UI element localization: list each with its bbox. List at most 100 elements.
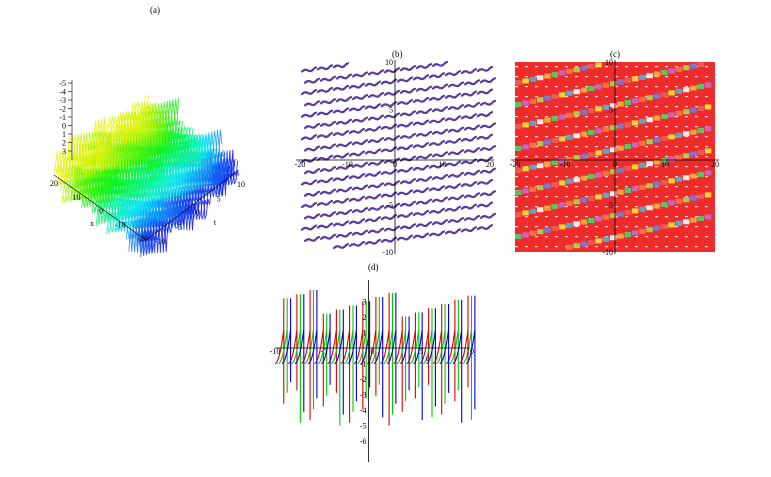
- grid-mark: [635, 66, 638, 68]
- grid-mark: [565, 176, 568, 178]
- grid-mark: [545, 226, 548, 228]
- grid-mark: [545, 146, 548, 148]
- grid-mark: [545, 236, 548, 238]
- density-cell: [624, 144, 631, 149]
- contour-segment: [332, 220, 350, 227]
- grid-mark: [675, 226, 678, 228]
- contour-segment: [348, 218, 366, 225]
- grid-mark: [575, 146, 578, 148]
- contour-segment: [383, 225, 401, 232]
- density-cell: [668, 134, 675, 140]
- contour-segment: [428, 230, 446, 237]
- density-cell: [580, 131, 588, 137]
- t-tick-label: 0: [196, 209, 200, 218]
- contour-segment: [351, 229, 369, 236]
- grid-mark: [695, 146, 698, 148]
- y-tick-label: 5: [389, 106, 393, 115]
- grid-mark: [535, 96, 538, 98]
- contour-segment: [447, 81, 465, 88]
- z-tick-label: 0: [62, 122, 66, 131]
- contour-segment: [332, 197, 350, 204]
- grid-mark: [605, 156, 608, 158]
- contour-segment: [348, 127, 366, 135]
- grid-mark: [545, 216, 548, 218]
- t-tick-label: 5: [217, 194, 221, 203]
- grid-mark: [515, 196, 518, 198]
- curve-segment: [334, 309, 344, 415]
- grid-mark: [615, 156, 618, 158]
- contour-segment: [479, 190, 497, 197]
- y-tick-label: -2: [360, 375, 367, 384]
- grid-mark: [605, 96, 608, 98]
- grid-mark: [585, 196, 588, 198]
- grid-mark: [625, 216, 628, 218]
- contour-segment: [399, 223, 417, 230]
- grid-mark: [515, 166, 518, 168]
- contour-segment: [444, 160, 462, 167]
- grid-mark: [595, 96, 598, 98]
- density-cell: [668, 222, 675, 228]
- grid-mark: [705, 176, 708, 178]
- grid-mark: [695, 186, 698, 188]
- grid-mark: [535, 136, 538, 138]
- contour-segment: [335, 209, 353, 216]
- grid-mark: [535, 106, 538, 108]
- curve-segment: [353, 301, 364, 410]
- grid-mark: [535, 186, 538, 188]
- contour-segment: [380, 168, 398, 176]
- x-tick-label: 0: [393, 160, 397, 169]
- contour-segment: [415, 108, 433, 115]
- density-cell: [544, 95, 551, 101]
- density-cell: [682, 65, 690, 71]
- density-cell: [631, 230, 639, 236]
- grid-mark: [565, 236, 568, 238]
- grid-mark: [555, 246, 558, 248]
- density-cell: [631, 76, 639, 82]
- contour-segment: [348, 173, 366, 180]
- grid-mark: [595, 76, 598, 78]
- grid-mark: [535, 166, 538, 168]
- density-cell: [522, 144, 529, 150]
- grid-mark: [525, 156, 528, 158]
- contour-segment: [444, 115, 462, 122]
- y-tick-label: -5: [360, 422, 367, 431]
- grid-mark: [625, 76, 628, 78]
- grid-mark: [575, 236, 578, 238]
- contour-segment: [431, 106, 449, 113]
- contour-segment: [412, 119, 430, 126]
- grid-mark: [515, 76, 518, 78]
- density-cell: [668, 200, 675, 206]
- density-cell: [682, 131, 690, 137]
- density-cell: [631, 98, 639, 104]
- contour-segment: [332, 62, 350, 69]
- grid-mark: [515, 176, 518, 178]
- contour-segment: [303, 145, 321, 152]
- contour-segment: [319, 188, 337, 195]
- grid-mark: [605, 246, 608, 248]
- grid-mark: [595, 146, 598, 148]
- contour-segment: [367, 114, 385, 121]
- grid-mark: [575, 76, 578, 78]
- contour-segment: [316, 86, 334, 94]
- contour-segment: [431, 219, 449, 226]
- grid-mark: [705, 146, 708, 148]
- contour-segment: [332, 84, 350, 91]
- grid-mark: [595, 136, 598, 138]
- panel-b-axes: -20 -10 0 10 20 10 5 -5 -10: [295, 58, 494, 257]
- density-cell: [624, 100, 631, 105]
- grid-mark: [715, 126, 718, 128]
- density-cell: [536, 119, 544, 125]
- curve-segment: [294, 294, 305, 412]
- density-cell: [668, 90, 675, 96]
- contour-segment: [431, 128, 449, 135]
- grid-mark: [705, 96, 708, 98]
- curve-segment: [400, 316, 410, 391]
- grid-mark: [625, 136, 628, 138]
- grid-mark: [615, 76, 618, 78]
- grid-mark: [695, 246, 698, 248]
- grid-mark: [585, 166, 588, 168]
- contour-segment: [351, 184, 369, 191]
- z-tick-label: 3: [62, 147, 66, 156]
- curve-segment: [406, 312, 416, 399]
